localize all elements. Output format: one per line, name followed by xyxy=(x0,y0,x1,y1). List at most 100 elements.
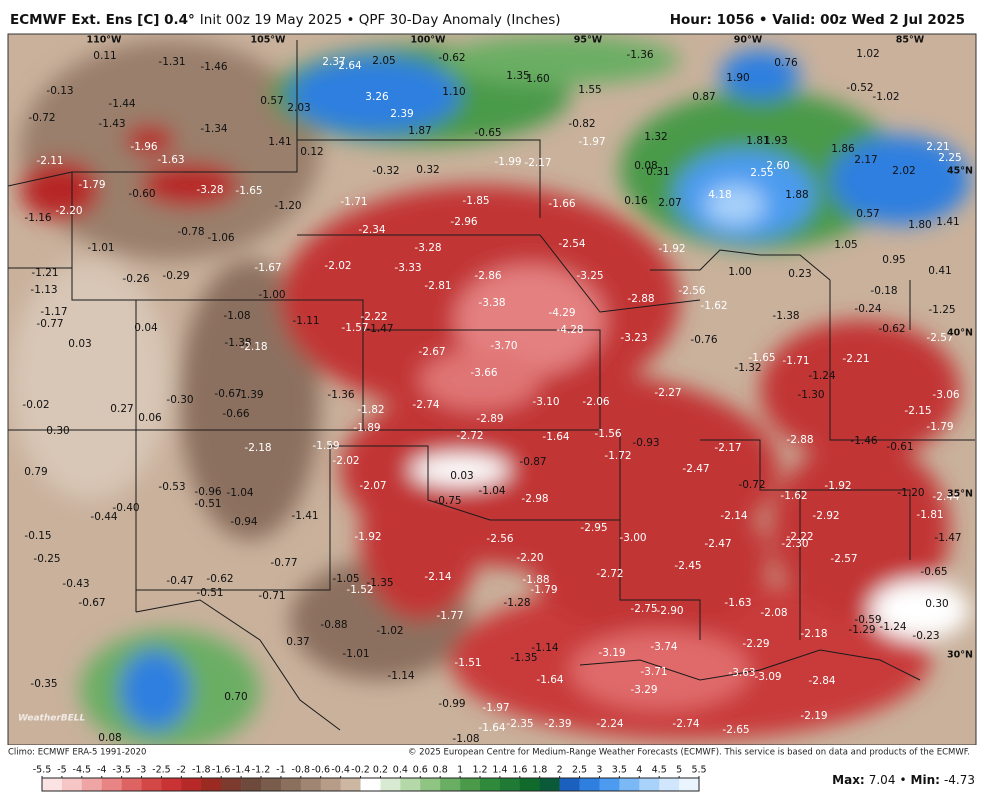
value-label: -2.17 xyxy=(524,157,551,169)
colorbar-bin xyxy=(261,778,282,791)
colorbar-tick-label: -0.8 xyxy=(292,765,311,776)
value-label: -2.96 xyxy=(450,216,477,228)
colorbar-tick-label: -3.5 xyxy=(112,765,131,776)
max-value: 7.04 xyxy=(869,773,896,787)
colorbar-bin xyxy=(141,778,162,791)
longitude-label: 110°W xyxy=(86,35,122,46)
value-label: -1.44 xyxy=(108,98,135,110)
value-label: -1.81 xyxy=(916,509,943,521)
value-label: 1.35 xyxy=(506,70,529,82)
colorbar-tick-label: -4.5 xyxy=(73,765,92,776)
value-label: -1.41 xyxy=(291,510,318,522)
colorbar-tick-label: -1.6 xyxy=(212,765,231,776)
value-label: -1.25 xyxy=(928,304,955,316)
value-label: -1.65 xyxy=(748,352,775,364)
value-label: -2.30 xyxy=(781,538,808,550)
value-label: 0.76 xyxy=(774,57,798,69)
colorbar-tick-label: -1 xyxy=(276,765,285,776)
value-label: -3.00 xyxy=(619,532,646,544)
value-label: -2.18 xyxy=(244,442,271,454)
separator: • xyxy=(899,773,906,787)
value-label: -0.24 xyxy=(854,303,881,315)
value-label: 2.07 xyxy=(658,197,681,209)
value-label: 0.41 xyxy=(928,265,951,277)
value-label: -1.47 xyxy=(366,323,393,335)
value-label: -0.47 xyxy=(166,575,193,587)
colorbar-tick-label: 5.5 xyxy=(691,765,706,776)
value-label: 1.55 xyxy=(578,84,601,96)
value-label: -0.15 xyxy=(24,530,51,542)
value-label: 0.08 xyxy=(98,732,121,744)
colorbar-tick-label: -1.8 xyxy=(192,765,211,776)
colorbar-bin xyxy=(599,778,620,791)
value-label: -2.02 xyxy=(332,455,359,467)
value-label: -1.36 xyxy=(327,389,354,401)
value-label: 0.12 xyxy=(300,146,323,158)
colorbar-tick-label: 5 xyxy=(676,765,682,776)
value-label: -1.13 xyxy=(30,284,57,296)
value-label: -2.88 xyxy=(786,434,813,446)
value-label: 0.57 xyxy=(260,95,283,107)
value-label: -1.14 xyxy=(531,642,558,654)
value-label: -2.19 xyxy=(800,710,827,722)
value-label: -2.14 xyxy=(424,571,451,583)
value-label: -1.57 xyxy=(341,322,368,334)
value-label: 1.00 xyxy=(728,266,751,278)
colorbar-bin xyxy=(559,778,580,791)
value-label: -1.79 xyxy=(78,179,105,191)
value-label: -3.28 xyxy=(196,184,223,196)
value-label: -2.24 xyxy=(596,718,623,730)
colorbar-bin xyxy=(300,778,322,791)
value-label: -1.24 xyxy=(808,370,835,382)
value-label: -1.79 xyxy=(530,584,557,596)
value-label: -1.35 xyxy=(366,577,393,589)
value-label: -1.32 xyxy=(734,362,761,374)
value-label: -0.40 xyxy=(112,502,139,514)
colorbar-bin xyxy=(201,778,222,791)
colorbar-tick-label: 2 xyxy=(557,765,563,776)
value-label: -1.65 xyxy=(235,185,262,197)
value-label: -0.99 xyxy=(438,698,465,710)
value-label: -3.29 xyxy=(630,684,657,696)
value-label: -1.20 xyxy=(274,200,301,212)
colorbar-bin xyxy=(460,778,481,791)
value-label: -2.84 xyxy=(808,675,835,687)
value-label: 0.95 xyxy=(882,254,905,266)
value-label: 1.32 xyxy=(644,131,667,143)
colorbar-tick-label: -4 xyxy=(97,765,106,776)
colorbar-bin xyxy=(380,778,401,791)
value-label: -0.96 xyxy=(194,486,221,498)
value-label: 1.41 xyxy=(936,216,959,228)
value-label: 0.11 xyxy=(93,50,116,62)
value-label: -1.21 xyxy=(31,267,58,279)
value-label: -1.92 xyxy=(658,243,685,255)
colorbar-bin xyxy=(639,778,660,791)
colorbar-frame xyxy=(41,777,700,792)
value-label: -1.85 xyxy=(462,195,489,207)
value-label: 1.93 xyxy=(764,135,787,147)
value-label: -2.56 xyxy=(678,285,705,297)
value-label: -1.46 xyxy=(200,61,227,73)
value-label: -0.52 xyxy=(846,82,873,94)
value-label: -1.17 xyxy=(40,306,67,318)
colorbar-tick-label: -2.5 xyxy=(152,765,171,776)
value-label: -1.14 xyxy=(387,670,414,682)
colorbar-bin xyxy=(659,778,680,791)
colorbar-bin xyxy=(519,778,541,791)
value-label: 0.30 xyxy=(925,598,948,610)
colorbar-tick-label: 1.2 xyxy=(472,765,487,776)
value-label: 1.88 xyxy=(785,189,808,201)
value-label: -2.34 xyxy=(358,224,385,236)
value-label: -1.39 xyxy=(236,389,263,401)
value-label: -0.25 xyxy=(33,553,60,565)
value-label: -1.47 xyxy=(934,532,961,544)
value-label: -1.79 xyxy=(926,421,953,433)
value-label: -3.38 xyxy=(478,297,505,309)
value-label: -1.64 xyxy=(536,674,563,686)
value-labels: 0.11 -1.31 -1.46 -0.13 -1.44 -0.72 -1.43 -1.34 -… xyxy=(22,48,961,745)
value-label: -1.08 xyxy=(223,310,250,322)
value-label: -0.35 xyxy=(30,678,57,690)
value-label: -1.97 xyxy=(482,702,509,714)
value-label: -3.06 xyxy=(932,389,959,401)
value-label: 0.37 xyxy=(286,636,309,648)
